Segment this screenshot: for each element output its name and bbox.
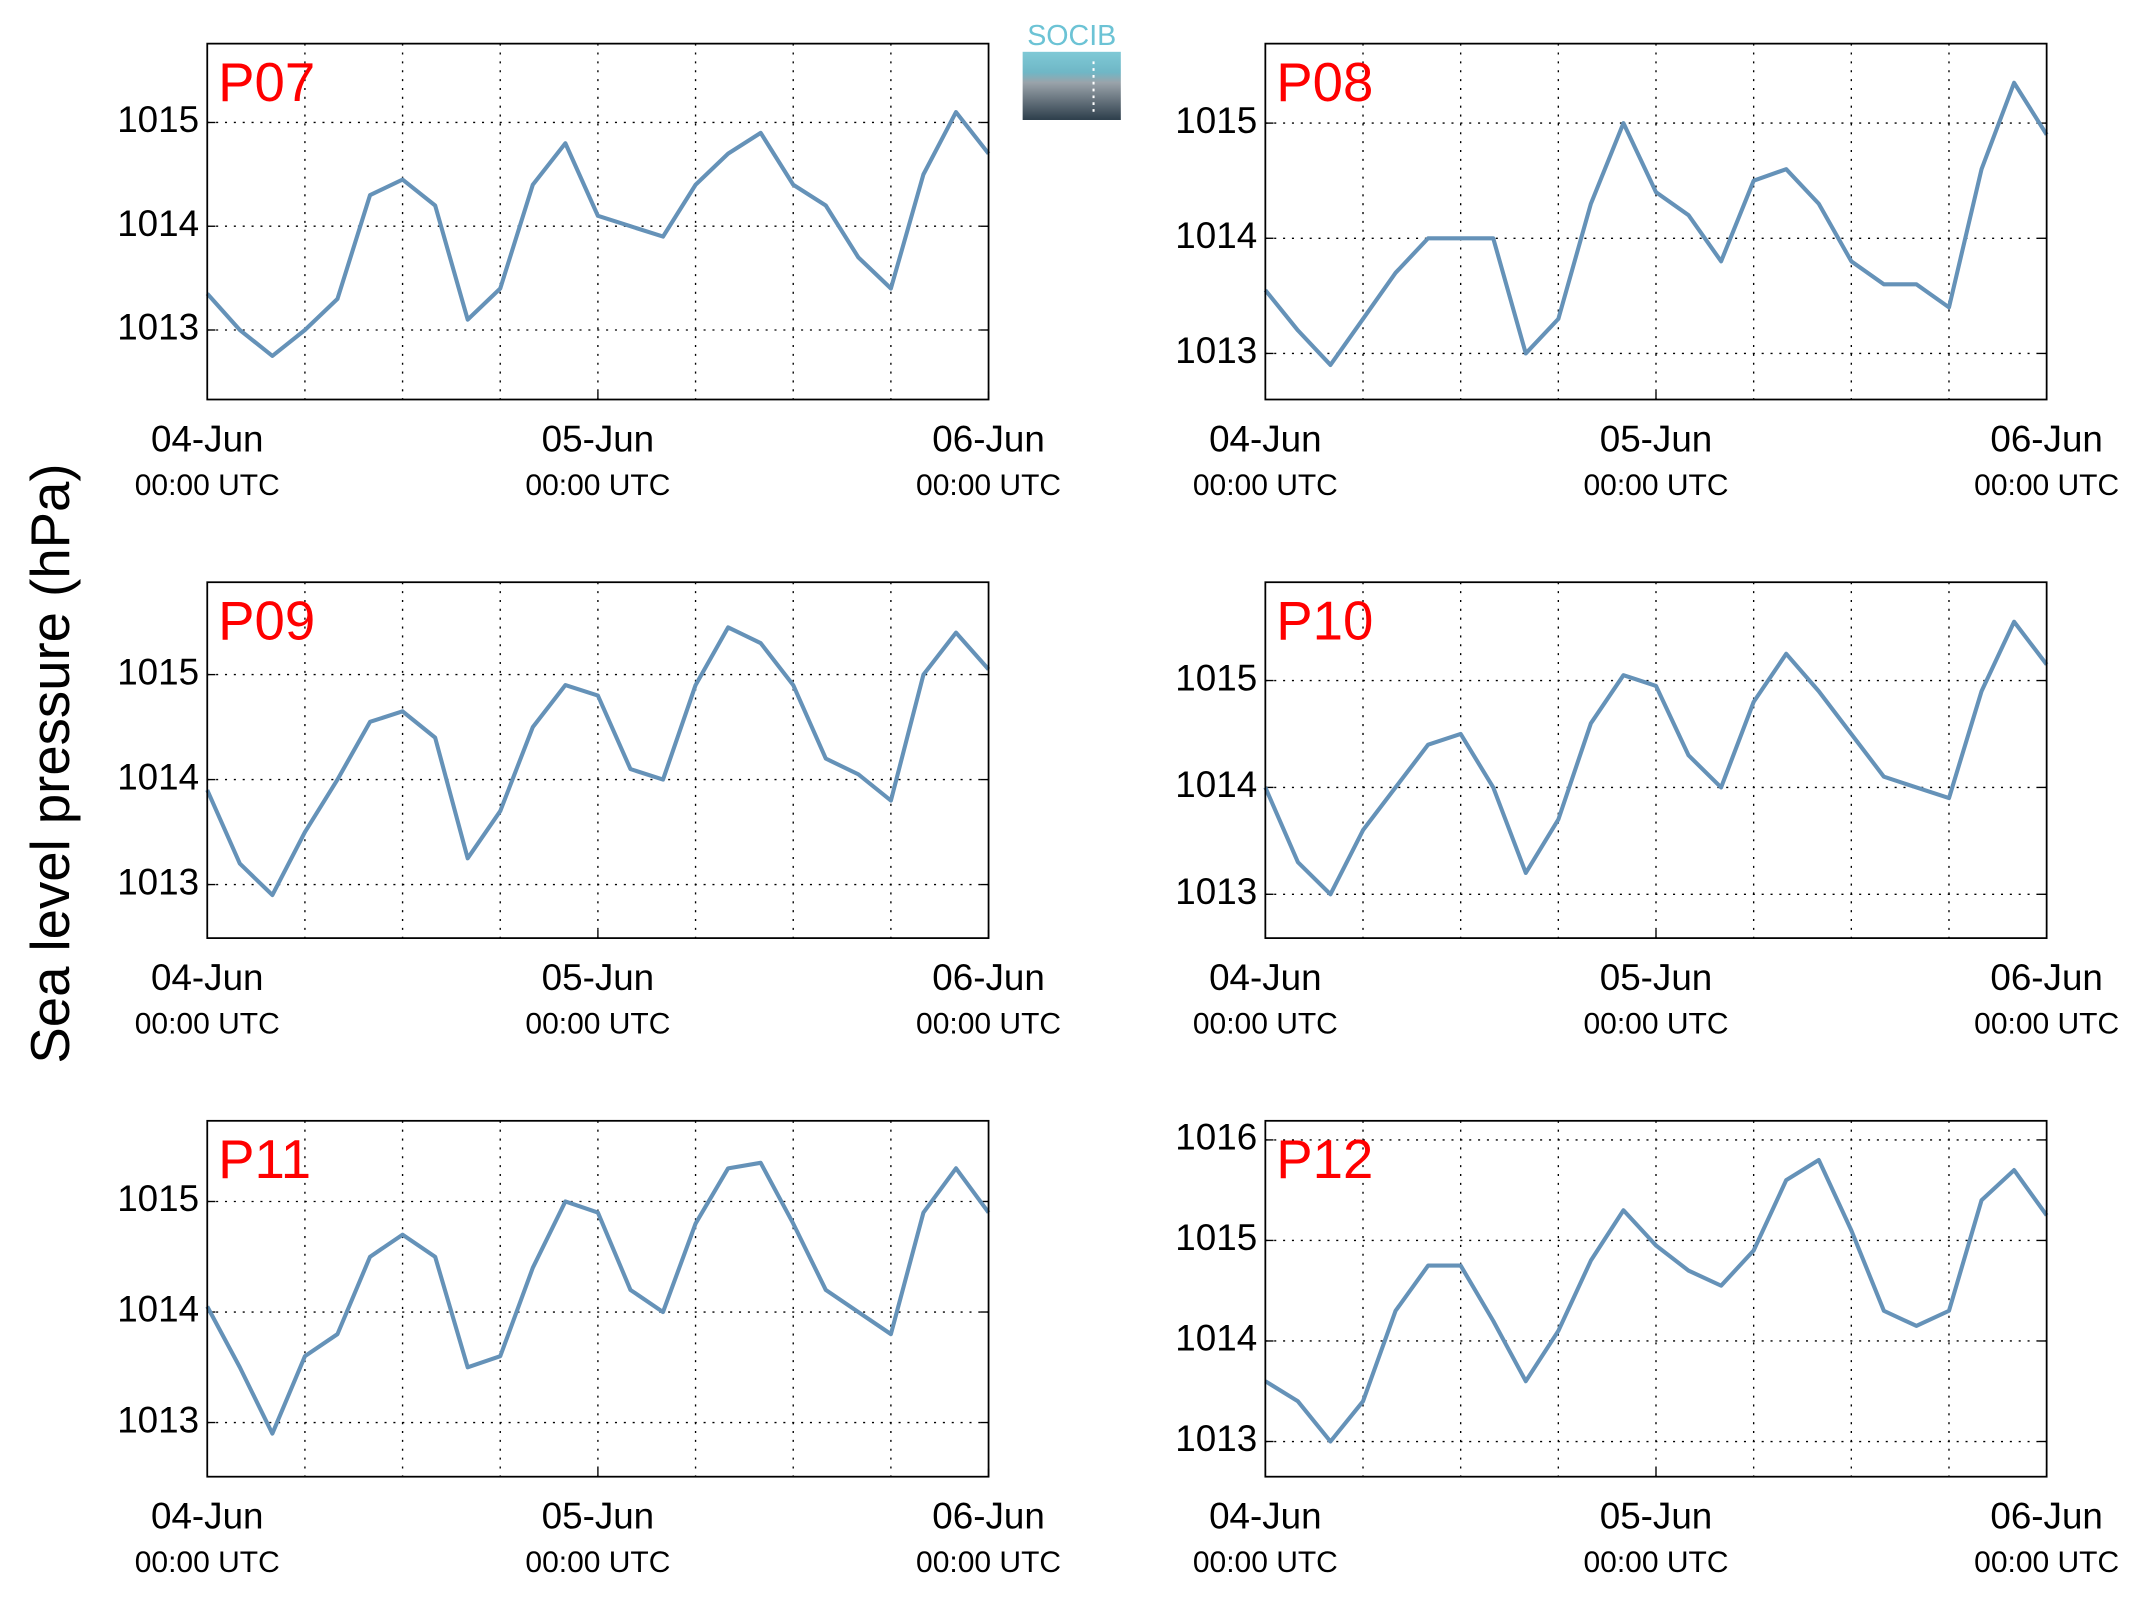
plot-frame <box>206 42 990 401</box>
panel: 1013 1014 1015 04-Jun 00:00 UTC 05-Jun 00:00 U… <box>1175 42 2119 502</box>
y-tick-label: 1015 <box>117 99 199 140</box>
series-line <box>205 625 991 898</box>
plot-frame <box>1264 1119 2048 1478</box>
x-tick-label: 06-Jun <box>1990 1496 2103 1537</box>
y-tick-label: 1014 <box>117 756 199 797</box>
x-tick-label: 05-Jun <box>1600 418 1713 459</box>
x-tick-sublabel: 00:00 UTC <box>135 1008 280 1041</box>
x-tick-sublabel: 00:00 UTC <box>916 469 1061 502</box>
x-tick-sublabel: 00:00 UTC <box>525 469 670 502</box>
x-tick-sublabel: 00:00 UTC <box>916 1008 1061 1041</box>
panel: 1013 1014 1015 1016 04-Jun 00:00 UTC 05-Jun 00:… <box>1175 1117 2119 1580</box>
x-tick-label: 04-Jun <box>1209 418 1322 459</box>
plot-frame <box>1264 42 2048 401</box>
series-line <box>1263 619 2049 897</box>
x-tick-label: 04-Jun <box>151 957 264 998</box>
x-tick-label: 05-Jun <box>1600 957 1713 998</box>
y-tick-label: 1014 <box>117 1289 199 1330</box>
logo-text: SOCIB <box>1027 20 1116 52</box>
x-tick-sublabel: 00:00 UTC <box>916 1546 1061 1579</box>
y-tick-label: 1013 <box>117 861 199 902</box>
x-tick-sublabel: 00:00 UTC <box>1583 1008 1728 1041</box>
x-tick-sublabel: 00:00 UTC <box>135 469 280 502</box>
x-tick-sublabel: 00:00 UTC <box>1583 469 1728 502</box>
x-tick-label: 05-Jun <box>1600 1496 1713 1537</box>
x-tick-sublabel: 00:00 UTC <box>1583 1546 1728 1579</box>
y-tick-label: 1015 <box>1175 657 1257 698</box>
x-tick-label: 04-Jun <box>151 1496 264 1537</box>
x-tick-sublabel: 00:00 UTC <box>1974 469 2119 502</box>
panel: 1013 1014 1015 04-Jun 00:00 UTC 05-Jun 00:00 U… <box>117 42 1061 502</box>
series-line <box>1263 80 2049 368</box>
x-tick-label: 05-Jun <box>542 418 655 459</box>
y-tick-label: 1013 <box>117 307 199 348</box>
x-tick-sublabel: 00:00 UTC <box>135 1546 280 1579</box>
y-tick-label: 1015 <box>117 651 199 692</box>
panel: 1013 1014 1015 04-Jun 00:00 UTC 05-Jun 00:00 U… <box>117 1119 1061 1579</box>
y-tick-label: 1016 <box>1175 1117 1257 1158</box>
panel-title: P09 <box>218 590 315 651</box>
y-tick-label: 1015 <box>1175 1217 1257 1258</box>
y-tick-label: 1013 <box>1175 330 1257 371</box>
y-axis-label: Sea level pressure (hPa) <box>20 464 81 1064</box>
logo-mark <box>1022 51 1121 120</box>
series-line <box>1264 1157 2049 1444</box>
x-tick-label: 04-Jun <box>151 418 264 459</box>
y-tick-label: 1013 <box>1175 871 1257 912</box>
x-tick-sublabel: 00:00 UTC <box>1193 1546 1338 1579</box>
x-tick-label: 04-Jun <box>1209 1496 1322 1537</box>
x-tick-label: 05-Jun <box>542 1496 655 1537</box>
panel: 1013 1014 1015 04-Jun 00:00 UTC 05-Jun 00:00 U… <box>1175 581 2119 1041</box>
panel-title: P12 <box>1276 1129 1373 1190</box>
y-tick-label: 1015 <box>1175 100 1257 141</box>
plot-frame <box>1264 581 2048 939</box>
x-tick-label: 04-Jun <box>1209 957 1322 998</box>
x-tick-sublabel: 00:00 UTC <box>525 1546 670 1579</box>
x-tick-label: 06-Jun <box>932 957 1045 998</box>
x-tick-label: 06-Jun <box>1990 418 2103 459</box>
y-tick-label: 1014 <box>1175 1318 1257 1359</box>
y-tick-label: 1014 <box>1175 215 1257 256</box>
panel-title: P10 <box>1276 590 1373 651</box>
y-tick-label: 1014 <box>1175 764 1257 805</box>
x-tick-label: 06-Jun <box>1990 957 2103 998</box>
series-line <box>205 110 991 358</box>
plot-frame <box>206 581 990 939</box>
x-tick-label: 05-Jun <box>542 957 655 998</box>
x-tick-sublabel: 00:00 UTC <box>525 1008 670 1041</box>
y-tick-label: 1014 <box>117 203 199 244</box>
x-tick-label: 06-Jun <box>932 418 1045 459</box>
x-tick-label: 06-Jun <box>932 1496 1045 1537</box>
logo: SOCIB <box>1022 20 1121 120</box>
panel-title: P11 <box>218 1129 311 1190</box>
y-tick-label: 1013 <box>117 1399 199 1440</box>
x-tick-sublabel: 00:00 UTC <box>1193 469 1338 502</box>
panel-title: P07 <box>218 52 315 113</box>
x-tick-sublabel: 00:00 UTC <box>1974 1546 2119 1579</box>
x-tick-sublabel: 00:00 UTC <box>1193 1008 1338 1041</box>
x-tick-sublabel: 00:00 UTC <box>1974 1008 2119 1041</box>
plot-frame <box>206 1119 990 1478</box>
panel-title: P08 <box>1276 52 1373 113</box>
y-tick-label: 1015 <box>117 1178 199 1219</box>
series-line <box>205 1160 991 1436</box>
panel: 1013 1014 1015 04-Jun 00:00 UTC 05-Jun 00:00 U… <box>117 581 1061 1041</box>
y-tick-label: 1013 <box>1175 1418 1257 1459</box>
